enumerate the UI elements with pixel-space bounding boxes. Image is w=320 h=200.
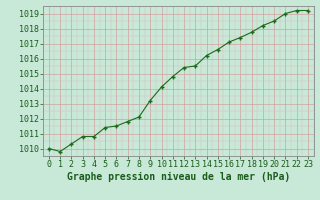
- X-axis label: Graphe pression niveau de la mer (hPa): Graphe pression niveau de la mer (hPa): [67, 172, 290, 182]
